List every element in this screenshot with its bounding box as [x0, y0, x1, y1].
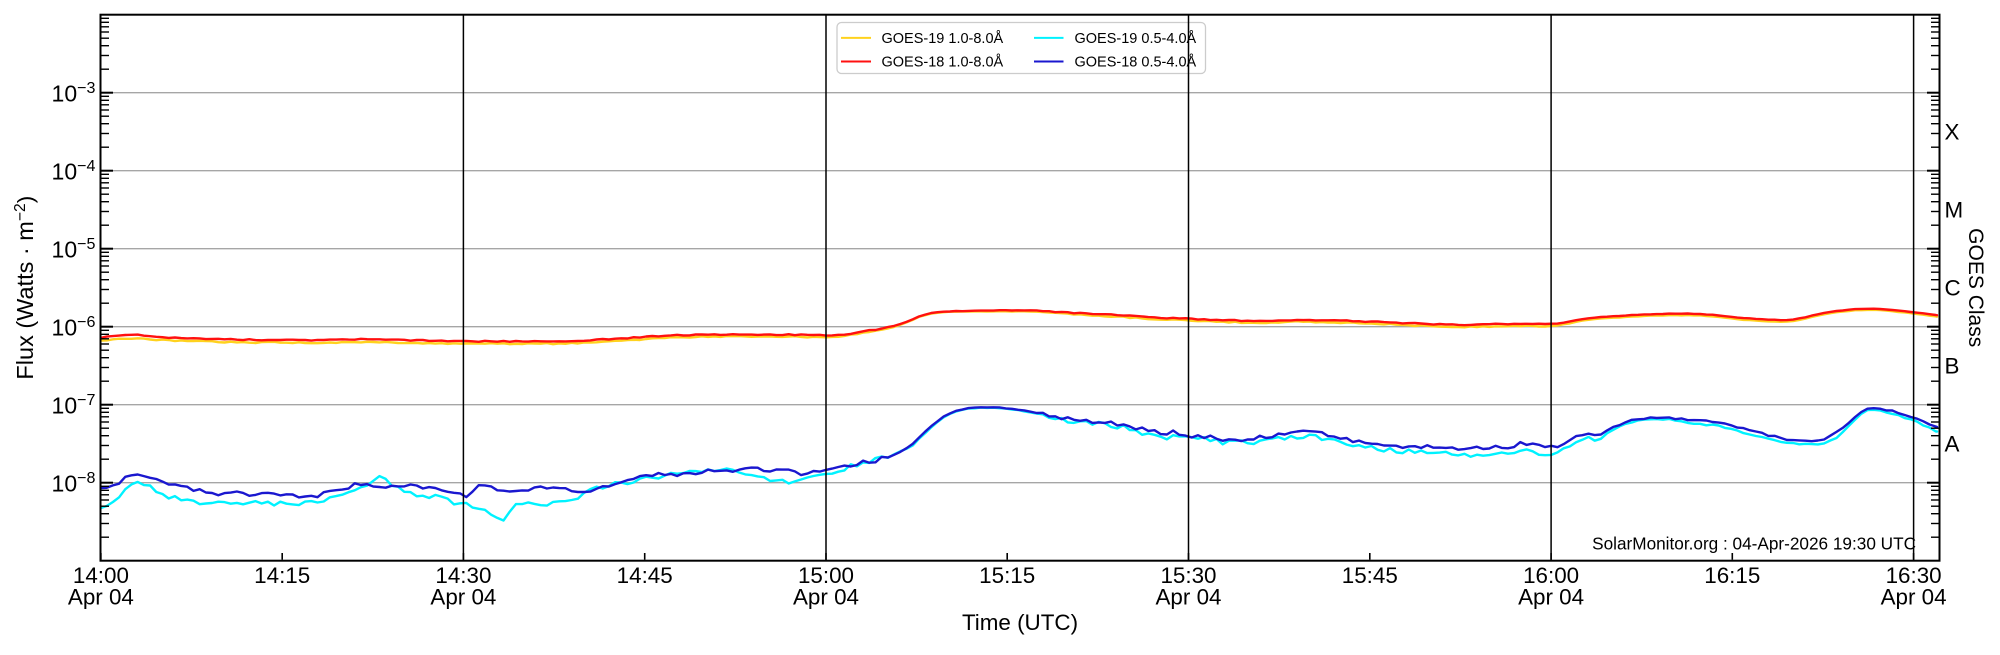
svg-text:GOES-19 1.0-8.0Å: GOES-19 1.0-8.0Å	[882, 30, 1004, 47]
svg-text:15:30: 15:30	[1160, 563, 1216, 588]
svg-text:Apr 04: Apr 04	[793, 585, 859, 610]
svg-text:14:00: 14:00	[73, 563, 129, 588]
svg-text:16:00: 16:00	[1523, 563, 1579, 588]
svg-text:GOES-18 0.5-4.0Å: GOES-18 0.5-4.0Å	[1075, 54, 1197, 71]
svg-text:B: B	[1945, 354, 1960, 379]
svg-text:Apr 04: Apr 04	[1156, 585, 1222, 610]
svg-text:Apr 04: Apr 04	[1518, 585, 1584, 610]
svg-text:M: M	[1945, 198, 1964, 223]
svg-text:Apr 04: Apr 04	[1881, 585, 1947, 610]
svg-text:Apr 04: Apr 04	[430, 585, 496, 610]
svg-text:GOES Class: GOES Class	[1964, 228, 1987, 347]
svg-text:15:15: 15:15	[979, 563, 1035, 588]
svg-text:15:45: 15:45	[1342, 563, 1398, 588]
svg-text:C: C	[1945, 276, 1961, 301]
svg-text:GOES-19 0.5-4.0Å: GOES-19 0.5-4.0Å	[1075, 30, 1197, 47]
svg-text:Flux (Watts · m−2): Flux (Watts · m−2)	[12, 196, 38, 380]
svg-text:GOES-18 1.0-8.0Å: GOES-18 1.0-8.0Å	[882, 54, 1004, 71]
svg-text:15:00: 15:00	[798, 563, 854, 588]
svg-text:16:15: 16:15	[1704, 563, 1760, 588]
svg-text:Time (UTC): Time (UTC)	[962, 610, 1078, 635]
svg-text:Apr 04: Apr 04	[68, 585, 134, 610]
svg-text:X: X	[1945, 120, 1960, 145]
svg-text:14:15: 14:15	[254, 563, 310, 588]
svg-text:10−4: 10−4	[52, 157, 96, 184]
svg-text:A: A	[1945, 432, 1960, 457]
svg-text:16:30: 16:30	[1886, 563, 1942, 588]
svg-text:14:45: 14:45	[617, 563, 673, 588]
svg-text:SolarMonitor.org : 04-Apr-2026: SolarMonitor.org : 04-Apr-2026 19:30 UTC	[1592, 534, 1916, 554]
svg-text:14:30: 14:30	[435, 563, 491, 588]
